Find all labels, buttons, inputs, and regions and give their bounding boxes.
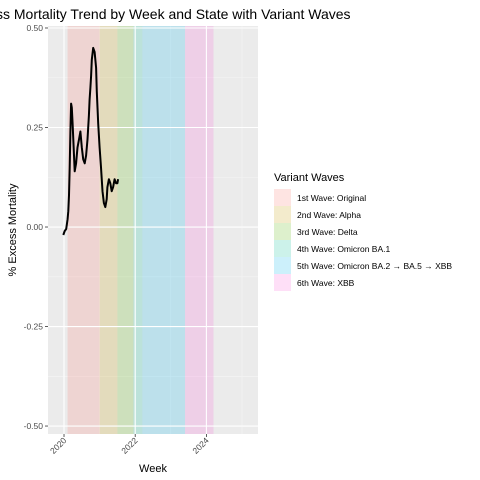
x-tick-label: 2024 [190, 435, 211, 456]
legend-key [274, 189, 291, 206]
legend-key [274, 240, 291, 257]
wave-band [67, 26, 100, 434]
plot-panel [48, 26, 258, 434]
legend-key [274, 257, 291, 274]
x-tick-label: 2022 [119, 435, 140, 456]
wave-band [142, 26, 186, 434]
legend-label: 3rd Wave: Delta [297, 227, 358, 237]
wave-band [185, 26, 214, 434]
y-tick-label: 0.25 [26, 123, 43, 133]
series-layer [62, 46, 120, 236]
x-axis-ticks: 2020 2022 2024 [48, 434, 211, 456]
legend-key [274, 206, 291, 223]
y-tick-label: -0.50 [24, 421, 44, 431]
chart-title: ss Mortality Trend by Week and State wit… [0, 6, 351, 22]
y-tick-label: 0.50 [26, 23, 43, 33]
x-tick-label: 2020 [48, 435, 69, 456]
wave-band [117, 26, 134, 434]
legend-title: Variant Waves [274, 172, 345, 184]
grid-major [48, 26, 258, 434]
legend-key [274, 223, 291, 240]
legend-key-bg [274, 274, 291, 291]
series-line [62, 46, 120, 236]
legend-key [274, 274, 291, 291]
legend-label: 5th Wave: Omicron BA.2 → BA.5 → XBB [297, 261, 452, 271]
legend-label: 1st Wave: Original [297, 193, 366, 203]
legend-key-bg [274, 223, 291, 240]
y-axis-ticks: -0.50 -0.25 0.00 0.25 0.50 [24, 23, 48, 431]
wave-band [133, 26, 143, 434]
legend-key-bg [274, 206, 291, 223]
legend: Variant Waves 1st Wave: Original 2nd Wave… [274, 172, 452, 291]
y-tick-label: 0.00 [26, 222, 43, 232]
legend-key-bg [274, 189, 291, 206]
legend-label: 2nd Wave: Alpha [297, 210, 361, 220]
x-axis-title: Week [139, 463, 167, 475]
grid-minor [48, 26, 258, 434]
legend-label: 6th Wave: XBB [297, 278, 355, 288]
y-tick-label: -0.25 [24, 322, 44, 332]
legend-key-bg [274, 257, 291, 274]
y-axis-title: % Excess Mortality [7, 183, 19, 276]
wave-band [99, 26, 118, 434]
legend-items: 1st Wave: Original 2nd Wave: Alpha 3rd Wav… [274, 189, 452, 291]
legend-label: 4th Wave: Omicron BA.1 [297, 244, 390, 254]
legend-key-bg [274, 240, 291, 257]
